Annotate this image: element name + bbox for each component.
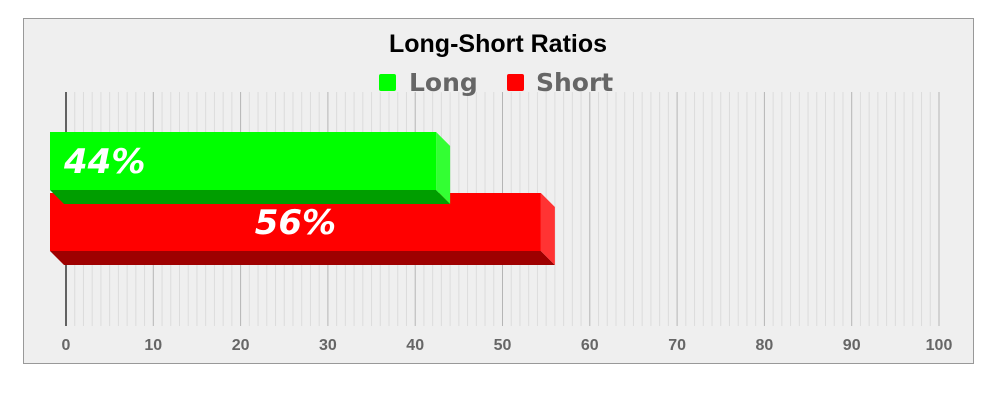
- x-tick-label: 20: [232, 337, 250, 354]
- bar-side-face-short: [540, 193, 555, 265]
- x-tick-label: 60: [581, 337, 599, 354]
- bar-bottom-face-short: [50, 251, 555, 265]
- data-label-long: 44%: [63, 142, 145, 182]
- x-tick-label: 30: [319, 337, 337, 354]
- x-tick-label: 50: [494, 337, 512, 354]
- x-tick-label: 0: [62, 337, 71, 354]
- bar-bottom-face-long: [50, 190, 451, 204]
- bar-side-face-long: [436, 132, 451, 204]
- legend-label-long: Long: [409, 68, 478, 97]
- x-tick-label: 10: [144, 337, 162, 354]
- x-tick-label: 40: [406, 337, 424, 354]
- x-axis-ticks: 0 10 20 30 40 50 60 70 80 90 100: [62, 337, 953, 354]
- legend-swatch-long: [379, 74, 396, 91]
- bars: 56% 44%: [50, 132, 555, 265]
- data-label-short: 56%: [255, 203, 336, 243]
- x-tick-label: 90: [843, 337, 861, 354]
- legend-label-short: Short: [536, 68, 613, 97]
- bar-long: [50, 132, 437, 190]
- x-tick-label: 70: [668, 337, 686, 354]
- chart-title: Long-Short Ratios: [389, 30, 607, 58]
- x-tick-label: 100: [926, 337, 953, 354]
- legend: Long Short: [379, 68, 613, 97]
- legend-swatch-short: [507, 74, 524, 91]
- x-tick-label: 80: [756, 337, 774, 354]
